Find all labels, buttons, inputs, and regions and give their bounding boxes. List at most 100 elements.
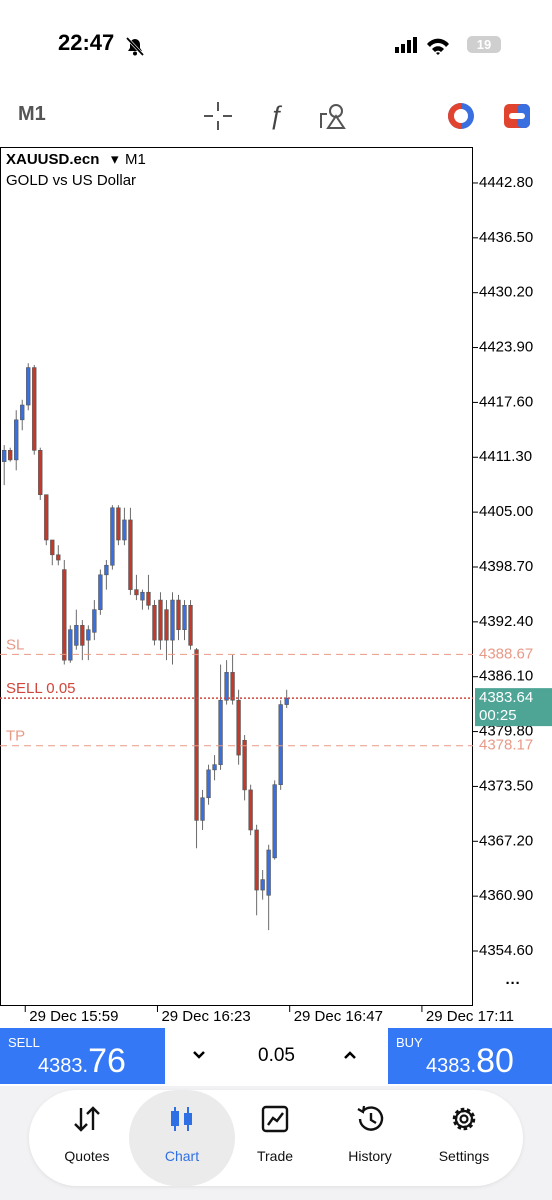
y-tick-label: 4360.90 — [479, 887, 533, 904]
price-level-name: SELL 0.05 — [6, 680, 76, 697]
price-level-name: SL — [6, 636, 24, 653]
candle-body — [284, 697, 289, 705]
candle-body — [128, 519, 133, 590]
indicators-icon[interactable]: ƒ — [269, 100, 283, 130]
candle-body — [2, 449, 7, 462]
account-icon[interactable] — [448, 103, 474, 129]
nav-label: Settings — [438, 1148, 490, 1164]
y-tick-label: 4392.40 — [479, 613, 533, 630]
symbol[interactable]: XAUUSD.ecn — [6, 151, 99, 168]
candle-body — [146, 591, 151, 606]
nav-chart[interactable]: Chart — [129, 1090, 235, 1186]
candle-body — [56, 554, 61, 561]
y-tick-label: 4386.10 — [479, 668, 533, 685]
status-time: 22:47 — [58, 30, 115, 55]
crosshair-icon[interactable] — [204, 102, 232, 130]
lot-increase[interactable] — [344, 1051, 356, 1059]
y-tick-label: 4430.20 — [479, 284, 533, 301]
candle-body — [110, 507, 115, 566]
battery: 19 — [467, 36, 501, 53]
buy-button[interactable]: BUY 4383.80 — [388, 1028, 552, 1084]
candle-body — [236, 699, 241, 756]
toolbar-icons: ƒ — [204, 100, 530, 130]
candle-body — [134, 589, 139, 596]
lot-field[interactable]: 0.05 — [258, 1045, 295, 1066]
symbol-description: GOLD vs US Dollar — [6, 172, 136, 189]
x-tick-label: 29 Dec 16:47 — [294, 1008, 383, 1025]
bottom-nav: Quotes Chart Trade History Settings — [29, 1090, 523, 1186]
price-level-bg — [475, 737, 552, 754]
y-tick-label: 4423.90 — [479, 339, 533, 356]
objects-icon[interactable] — [320, 104, 346, 129]
candle-body — [200, 797, 205, 821]
symbol-caret: ▾ — [111, 151, 119, 168]
nav-settings[interactable]: Settings — [417, 1090, 511, 1186]
candle-body — [62, 569, 67, 661]
price-level-bg — [475, 646, 552, 663]
candle-body — [224, 672, 229, 701]
nav-trade[interactable]: Trade — [228, 1090, 322, 1186]
nav-label: Trade — [256, 1148, 294, 1164]
y-tick-label: 4354.60 — [479, 942, 533, 959]
candle-body — [98, 574, 103, 610]
chart[interactable]: XAUUSD.ecn ▾ M1 GOLD vs US Dollar ··· 44… — [0, 140, 552, 1025]
candle-body — [182, 605, 187, 630]
y-tick-label: 4405.00 — [479, 503, 533, 520]
candle-body — [266, 849, 271, 896]
quotes-icon — [74, 1106, 100, 1132]
candle-body — [218, 699, 223, 765]
candle-body — [80, 625, 85, 646]
candle-body — [260, 879, 265, 891]
price-level-name: TP — [6, 728, 25, 745]
candle-body — [68, 629, 73, 661]
candle-body — [86, 629, 91, 641]
lot-decrease[interactable] — [193, 1051, 205, 1059]
candle-body — [278, 704, 283, 785]
sell-price-prefix: 4383. — [38, 1055, 89, 1077]
symbol-timeframe: M1 — [125, 151, 146, 168]
nav-label: History — [348, 1148, 392, 1164]
candle-body — [74, 625, 79, 646]
candle-body — [122, 519, 127, 541]
y-tick-label: 4373.50 — [479, 777, 533, 794]
sell-button[interactable]: SELL 4383.76 — [0, 1028, 165, 1084]
price-level-label: 4378.17 — [479, 737, 533, 754]
nav-quotes[interactable]: Quotes — [40, 1090, 134, 1186]
x-tick-label: 29 Dec 15:59 — [29, 1008, 118, 1025]
candle-body — [26, 367, 31, 406]
candle-body — [104, 564, 109, 576]
more-button[interactable]: ··· — [506, 975, 521, 992]
candle-body — [44, 494, 49, 541]
y-tick-label: 4367.20 — [479, 832, 533, 849]
signal-wifi — [395, 37, 449, 55]
candle-body — [92, 609, 97, 633]
candle-body — [176, 599, 181, 630]
candle-body — [38, 449, 43, 496]
candle-body — [248, 789, 253, 831]
candle-body — [194, 649, 199, 821]
price-level-label: 4388.67 — [479, 645, 533, 662]
y-tick-label: 4417.60 — [479, 393, 533, 410]
candle-body — [14, 419, 19, 461]
history-icon — [357, 1105, 384, 1131]
x-tick-label: 29 Dec 16:23 — [161, 1008, 250, 1025]
candle-body — [116, 507, 121, 541]
candle-body — [254, 829, 259, 891]
settings-icon — [452, 1107, 476, 1131]
nav-history[interactable]: History — [323, 1090, 417, 1186]
mute-icon — [125, 36, 145, 57]
candle-body — [8, 449, 13, 461]
y-tick-label: 4398.70 — [479, 558, 533, 575]
timeframe-button[interactable]: M1 — [18, 103, 46, 125]
current-price-box — [475, 688, 552, 727]
sell-price-suffix: 76 — [88, 1042, 126, 1080]
current-price-label: 4383.64 — [479, 689, 533, 706]
trade-icon[interactable] — [504, 104, 530, 128]
candle-body — [158, 599, 163, 641]
candle-body — [50, 539, 55, 556]
candle-body — [140, 591, 145, 601]
nav-label: Quotes — [64, 1148, 110, 1164]
buy-label: BUY — [396, 1035, 423, 1050]
candle-body — [164, 609, 169, 641]
candle-body — [206, 769, 211, 799]
